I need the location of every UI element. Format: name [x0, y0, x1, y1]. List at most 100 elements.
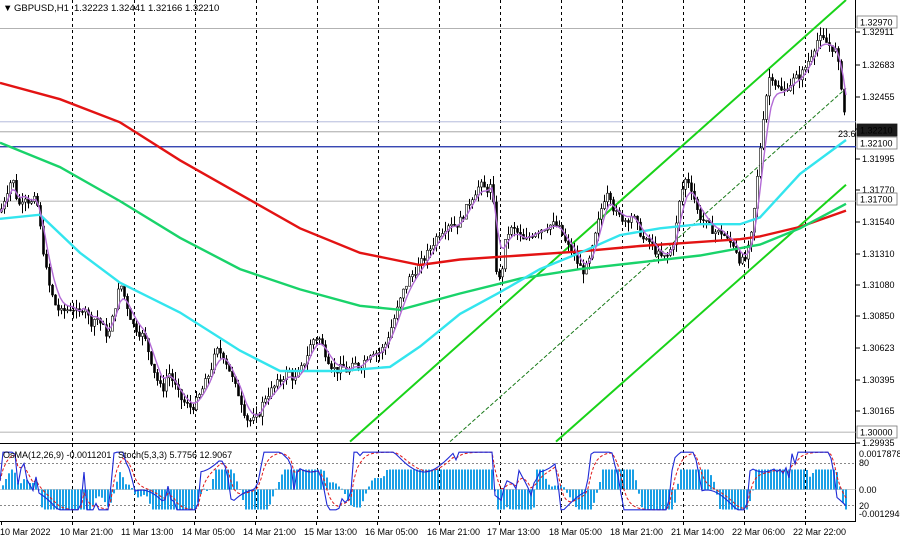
- osma-bar: [479, 469, 481, 490]
- candle-body: [153, 363, 156, 373]
- candle-body: [630, 216, 633, 223]
- osma-bar: [341, 488, 343, 490]
- osma-bar: [371, 480, 373, 490]
- candle-body: [324, 344, 327, 358]
- time-axis[interactable]: 10 Mar 2022 10 Mar 21:00 11 Mar 13:00 14 Ma…: [0, 522, 846, 537]
- candle-body: [810, 56, 813, 62]
- osma-bar: [116, 481, 118, 490]
- candle-body: [357, 362, 360, 369]
- osma-bar: [176, 489, 178, 510]
- price-tick-label: 1.30850: [862, 311, 895, 321]
- osma-bar: [767, 469, 769, 490]
- osma-bar: [311, 469, 313, 490]
- osma-bar: [32, 482, 34, 490]
- osma-bar: [455, 469, 457, 490]
- osma-bar: [149, 489, 151, 504]
- time-tick-label: 18 Mar 21:00: [610, 527, 663, 537]
- osma-bar: [578, 489, 580, 510]
- osma-bar: [845, 489, 847, 510]
- osma-bar: [2, 485, 4, 490]
- candle-body: [639, 221, 642, 237]
- osma-bar: [224, 469, 226, 490]
- candle-body: [165, 377, 168, 392]
- osma-bar: [317, 469, 319, 490]
- osma-bar: [671, 489, 673, 510]
- osma-bar: [674, 489, 676, 503]
- candle-body: [468, 203, 471, 206]
- price-tick-label: 1.30395: [862, 375, 895, 385]
- candle-body: [276, 379, 279, 387]
- osma-bar: [260, 489, 262, 510]
- osma-bar: [368, 486, 370, 490]
- osma-bar: [680, 469, 682, 490]
- osma-bar: [344, 489, 346, 494]
- price-tag-label: 1.30000: [860, 428, 893, 438]
- candle-body: [54, 294, 57, 306]
- candle-body: [495, 201, 498, 273]
- osma-bar: [185, 489, 187, 510]
- price-tag-box: [856, 425, 898, 439]
- price-tag-label: 1.31700: [860, 195, 893, 205]
- osma-bar: [608, 469, 610, 490]
- osma-bar: [629, 469, 631, 490]
- candle-body: [783, 88, 786, 91]
- osma-bar: [563, 487, 565, 490]
- osma-bar: [137, 489, 139, 498]
- price-tick-label: 1.29935: [862, 438, 895, 448]
- price-tick-label: 1.32683: [862, 60, 895, 70]
- osma-bar: [644, 489, 646, 510]
- osma-bar: [464, 469, 466, 490]
- osma-bar: [833, 469, 835, 490]
- time-tick-label: 22 Mar 22:00: [793, 527, 846, 537]
- symbol-label[interactable]: GBPUSD,H1: [14, 3, 69, 14]
- osma-bar: [659, 489, 661, 510]
- price-tick-label: 1.31540: [862, 217, 895, 227]
- osma-bar: [332, 482, 334, 490]
- candle-body: [741, 256, 744, 264]
- candle-body: [780, 86, 783, 91]
- osma-bar: [173, 489, 175, 510]
- osma-bar: [20, 483, 22, 490]
- candle-body: [621, 214, 624, 222]
- osma-bar: [389, 469, 391, 490]
- candle-body: [24, 198, 27, 203]
- osma-bar: [98, 489, 100, 497]
- candle-body: [315, 339, 318, 341]
- osma-bar: [212, 479, 214, 490]
- candle-body: [312, 339, 315, 345]
- candle-body: [69, 309, 72, 312]
- candle-body: [219, 348, 222, 354]
- candle-body: [804, 67, 807, 71]
- osma-bar: [50, 489, 52, 510]
- osma-bar: [41, 489, 43, 508]
- price-tick-label: 1.31995: [862, 154, 895, 164]
- osma-bar: [440, 469, 442, 490]
- symbol-arrow[interactable]: ▼: [3, 3, 12, 14]
- osma-bar: [11, 469, 13, 490]
- osma-bar: [527, 489, 529, 510]
- osma-bar: [395, 469, 397, 490]
- candle-body: [162, 383, 165, 392]
- price-axis[interactable]: 1.329111.326831.324551.322211.319951.317…: [856, 27, 895, 448]
- candle-body: [483, 181, 486, 188]
- osma-bar: [806, 470, 808, 490]
- ema-fast-line: [0, 43, 847, 416]
- time-tick-label: 22 Mar 06:00: [732, 527, 785, 537]
- osma-bar: [230, 469, 232, 490]
- osma-bar: [716, 489, 718, 495]
- candle-body: [594, 232, 597, 247]
- candle-body: [657, 250, 660, 255]
- indicator-window: OsMA(12,26,9) -0.0011201 Stoch(5,3,3) 5.…: [0, 449, 900, 519]
- osma-bar: [641, 489, 643, 508]
- candle-body: [198, 394, 201, 398]
- osma-bar: [299, 469, 301, 490]
- osma-bar: [65, 489, 67, 510]
- osma-bar: [785, 469, 787, 490]
- time-tick-label: 10 Mar 2022: [0, 527, 51, 537]
- ema-144-line: [0, 141, 847, 312]
- candle-body: [60, 308, 63, 311]
- osma-bar: [614, 469, 616, 490]
- osma-bar: [425, 469, 427, 490]
- candle-body: [684, 178, 687, 190]
